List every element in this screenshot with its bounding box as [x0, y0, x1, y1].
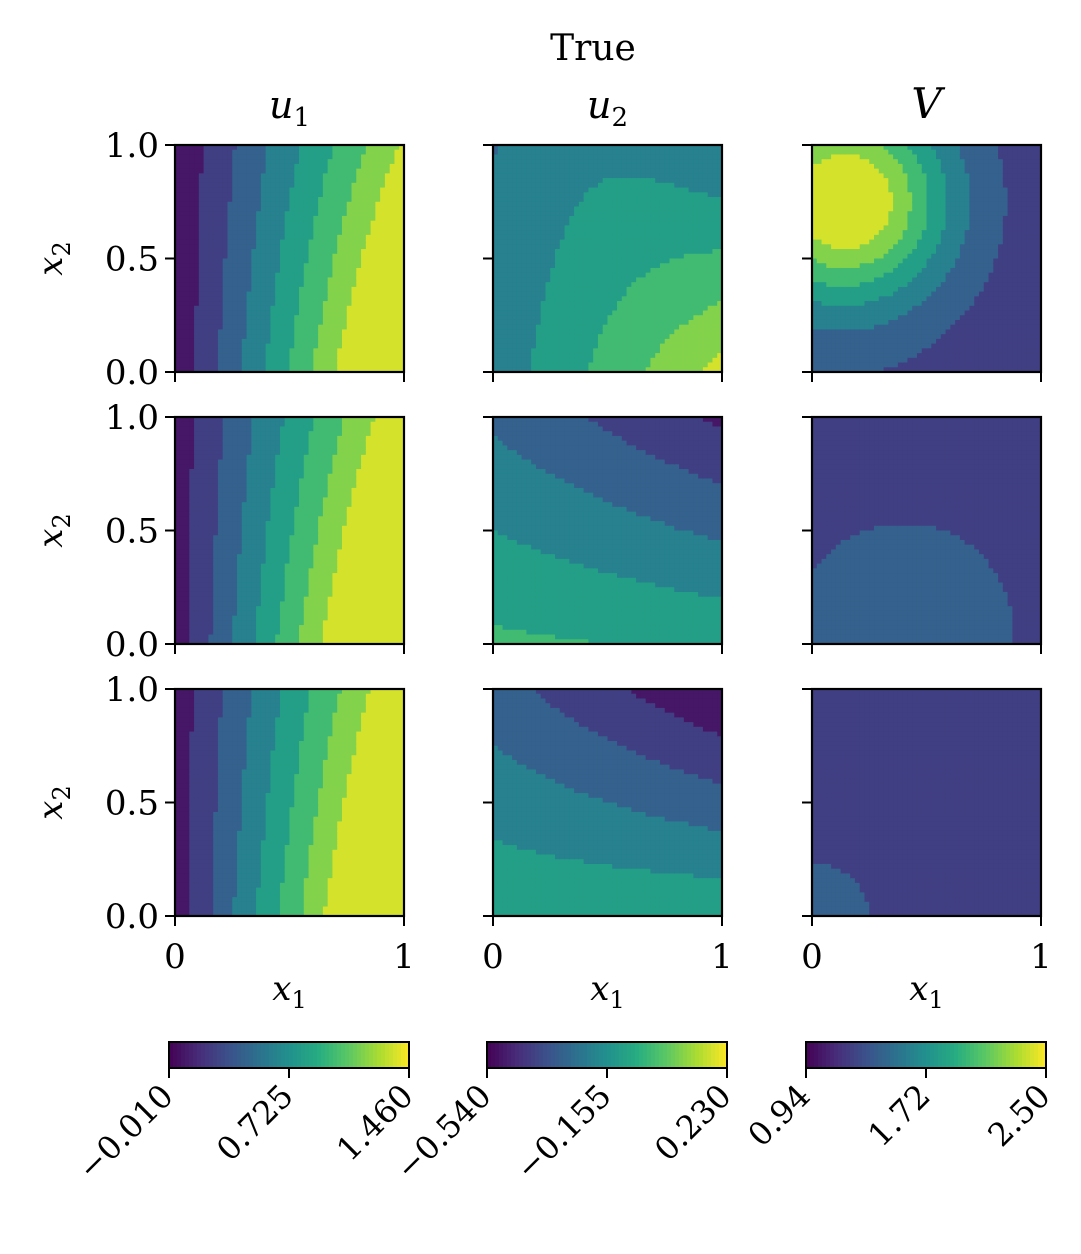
- x-tick-label: 1: [1030, 937, 1052, 977]
- colorbar-3: 0.94 1.72 2.50: [740, 1041, 1058, 1154]
- y-tick-label: 0.0: [105, 625, 159, 665]
- panel-V-row1: [802, 143, 1043, 382]
- x-tick-label: 0: [164, 937, 186, 977]
- contour-fill: [493, 145, 723, 373]
- contour-fill: [812, 417, 1042, 645]
- y-tick-label: 0.5: [105, 512, 159, 552]
- panel-u1-row2: 0.0 0.5 1.0: [105, 398, 406, 665]
- colorbar-tick-label: 2.50: [980, 1077, 1057, 1154]
- axis-labels: x2 x2 x2 x1 x1 x1: [31, 241, 944, 1014]
- panel-u2-row1: [483, 143, 724, 382]
- colorbar-1: −0.010 0.725 1.460: [70, 1041, 421, 1188]
- colorbar-tick-label: 0.725: [209, 1077, 301, 1169]
- colorbar-2: −0.540 −0.155 0.230: [388, 1041, 739, 1188]
- x-tick-label: 0: [482, 937, 504, 977]
- colorbar-tick-label: 1.72: [860, 1077, 937, 1154]
- x-tick-label: 1: [393, 937, 415, 977]
- panel-grid: 0.00.51.00.00.51.00.00.51.00 1 0 1 0 1: [105, 126, 1052, 977]
- x-tick-label: 0: [801, 937, 823, 977]
- y-tick-label: 0.5: [105, 240, 159, 280]
- y-tick-label: 0.0: [105, 353, 159, 393]
- y-tick-label: 0.5: [105, 784, 159, 824]
- x-tick-label: 1: [711, 937, 733, 977]
- y-tick-label: 1.0: [105, 126, 159, 166]
- x-axis-label: x1: [272, 969, 306, 1014]
- column-title-3: V: [911, 79, 945, 128]
- figure-title: True: [550, 28, 636, 69]
- y-axis-label: x2: [31, 241, 76, 275]
- column-title-1: u1: [269, 83, 310, 133]
- y-tick-label: 1.0: [105, 670, 159, 710]
- colorbars: −0.010 0.725 1.460−0.540 −0.155 0.230 0.94 1.7…: [70, 1041, 1058, 1188]
- column-title-text: V: [911, 79, 945, 128]
- contour-fill: [175, 689, 405, 917]
- colorbar-tick-label: 0.94: [740, 1077, 817, 1154]
- column-titles: u1 u2 V: [269, 79, 945, 133]
- y-axis-label: x2: [31, 513, 76, 547]
- column-title-text: u1: [269, 83, 310, 133]
- panel-u2-row2: [483, 415, 724, 654]
- y-axis-label: x2: [31, 785, 76, 819]
- contour-fill: [175, 145, 405, 373]
- contour-fill: [493, 417, 723, 645]
- contour-fill: [493, 689, 723, 917]
- y-tick-label: 1.0: [105, 398, 159, 438]
- contour-fill: [812, 145, 1042, 373]
- contour-fill: [175, 417, 405, 645]
- colorbar-tick-label: 0.230: [647, 1077, 739, 1169]
- x-axis-label: x1: [909, 969, 943, 1014]
- y-tick-label: 0.0: [105, 897, 159, 937]
- x-axis-label: x1: [590, 969, 624, 1014]
- panel-V-row2: [802, 415, 1043, 654]
- column-title-2: u2: [587, 83, 628, 133]
- column-title-text: u2: [587, 83, 628, 133]
- colorbar-tick-label: −0.155: [508, 1077, 619, 1188]
- panel-u1-row1: 0.0 0.5 1.0: [105, 126, 406, 393]
- panel-u1-row3: 0.0 0.5 1.0 0 1: [105, 670, 415, 977]
- colorbar-tick-label: −0.010: [70, 1077, 181, 1188]
- contour-fill: [812, 689, 1042, 917]
